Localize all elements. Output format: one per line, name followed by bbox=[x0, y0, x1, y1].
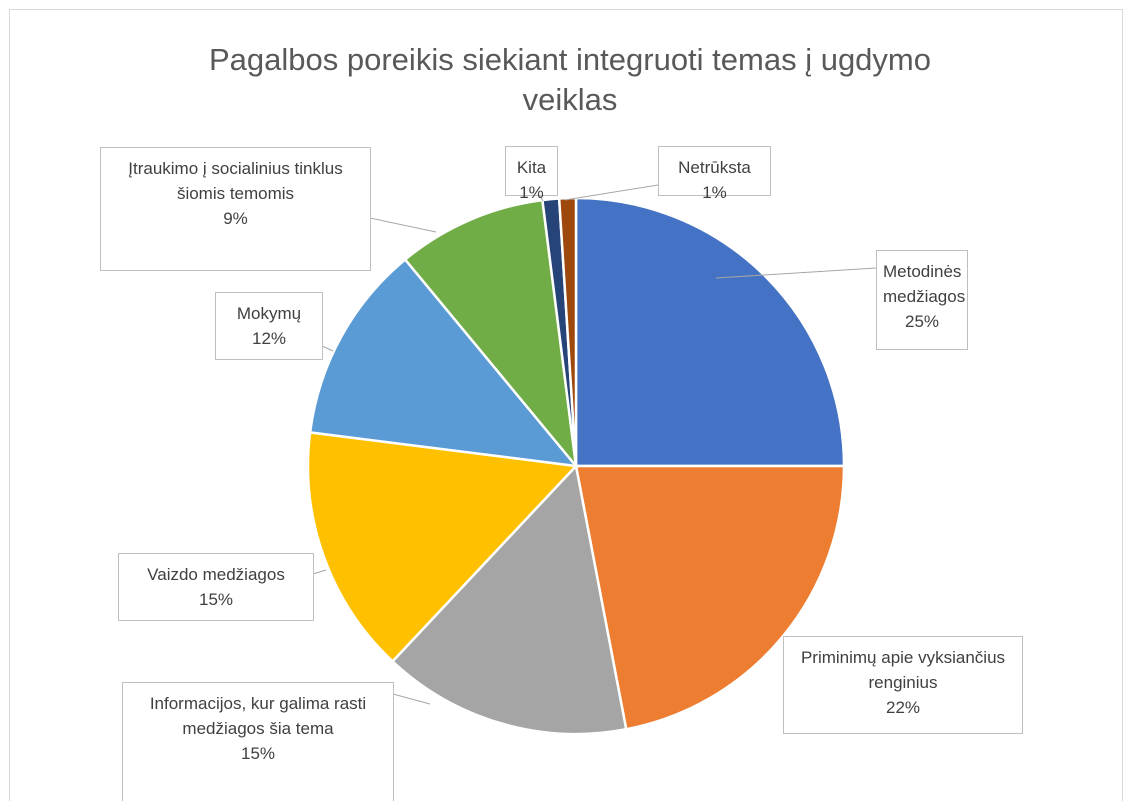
value-label: 15% bbox=[240, 744, 276, 763]
pie-slice bbox=[390, 463, 628, 736]
data-label: Mokymų 12% bbox=[215, 292, 323, 360]
data-label: Priminimų apie vyksiančius renginius 22% bbox=[783, 636, 1023, 734]
pie-slice bbox=[403, 198, 578, 471]
leader-line bbox=[539, 195, 544, 202]
data-label: Vaizdo medžiagos 15% bbox=[118, 553, 314, 621]
value-label: 15% bbox=[198, 590, 234, 609]
value-label: 1% bbox=[519, 183, 544, 202]
chart-title: Pagalbos poreikis siekiant integruoti te… bbox=[209, 42, 931, 117]
leader-line bbox=[369, 217, 437, 233]
pie-slice bbox=[574, 196, 846, 468]
category-label: Mokymų bbox=[236, 304, 302, 323]
category-label: Priminimų apie vyksiančius renginius bbox=[800, 648, 1006, 692]
category-label: Įtraukimo į socialinius tinklus šiomis t… bbox=[128, 159, 343, 203]
data-label: Informacijos, kur galima rasti medžiagos… bbox=[122, 682, 394, 801]
data-label: Kita 1% bbox=[505, 146, 558, 202]
value-label: 1% bbox=[702, 183, 727, 202]
value-label: 12% bbox=[251, 329, 287, 348]
category-label: Informacijos, kur galima rasti medžiagos… bbox=[149, 694, 367, 738]
value-label: 25% bbox=[904, 312, 940, 331]
leader-line bbox=[312, 569, 327, 575]
leader-line bbox=[564, 184, 659, 201]
pie-slice bbox=[574, 464, 846, 731]
data-label: Netrūksta 1% bbox=[658, 146, 771, 202]
pie-slice bbox=[306, 431, 579, 664]
category-label: Vaizdo medžiagos bbox=[147, 565, 285, 584]
category-label: Netrūksta bbox=[678, 158, 751, 177]
leader-line bbox=[392, 693, 431, 705]
value-label: 22% bbox=[885, 698, 921, 717]
value-label: 9% bbox=[223, 209, 248, 228]
leader-line bbox=[321, 345, 334, 352]
pie-slice bbox=[308, 257, 579, 468]
data-label: Įtraukimo į socialinius tinklus šiomis t… bbox=[100, 147, 371, 271]
category-label: Kita bbox=[516, 158, 547, 177]
data-label: Metodinės medžiagos 25% bbox=[876, 250, 968, 350]
chart-frame bbox=[9, 9, 1123, 801]
category-label: Metodinės medžiagos bbox=[883, 262, 966, 306]
leader-line bbox=[715, 267, 877, 279]
